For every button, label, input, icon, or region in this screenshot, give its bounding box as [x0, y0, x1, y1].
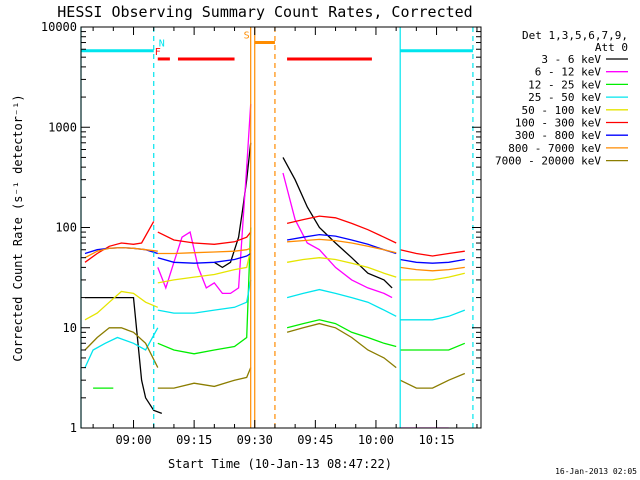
series-5-segment-1	[157, 231, 252, 245]
series-4-segment-3	[400, 272, 465, 281]
x-tick-label: 09:00	[115, 433, 151, 447]
series-1-segment-0	[157, 104, 252, 295]
series-7-segment-2	[287, 238, 397, 254]
series-4-segment-1	[157, 249, 252, 284]
legend-entry-label: 300 - 800 keV	[515, 129, 601, 142]
series-4-segment-0	[84, 290, 159, 321]
legend-entry-label: 7000 - 20000 keV	[495, 155, 601, 168]
series-7-segment-1	[157, 247, 251, 255]
series-5-segment-3	[400, 249, 465, 257]
legend-header-line: Det 1,3,5,6,7,9,	[522, 29, 628, 42]
y-tick-label: 1	[70, 421, 77, 435]
legend-entry-label: 12 - 25 keV	[528, 78, 601, 91]
legend-entry-label: 3 - 6 keV	[541, 53, 601, 66]
x-tick-label: 10:15	[418, 433, 454, 447]
chart-title: HESSI Observing Summary Count Rates, Cor…	[57, 3, 472, 21]
series-5-segment-2	[286, 215, 397, 244]
series-2-segment-1	[157, 227, 252, 355]
legend-entry-label: 100 - 300 keV	[515, 117, 601, 130]
legend-entry-label: 25 - 50 keV	[528, 91, 601, 104]
series-8-segment-3	[399, 372, 466, 389]
series-3-segment-1	[157, 279, 252, 314]
x-axis-label: Start Time (10-Jan-13 08:47:22)	[168, 457, 392, 471]
series-0-segment-0	[85, 296, 163, 415]
x-tick-label: 09:45	[297, 433, 333, 447]
legend-header-line: Att 0	[595, 41, 628, 54]
series-3-segment-3	[400, 309, 466, 321]
series-7-segment-3	[400, 266, 465, 272]
x-tick-label: 10:00	[358, 433, 394, 447]
x-tick-label: 09:15	[176, 433, 212, 447]
series-1-segment-1	[282, 172, 393, 299]
legend-entry-label: 6 - 12 keV	[535, 66, 602, 79]
series-0-segment-2	[282, 157, 393, 289]
series-2-segment-2	[286, 319, 397, 348]
flag-F-label: F	[155, 47, 161, 58]
series-2-segment-3	[400, 342, 466, 351]
series-5-segment-0	[84, 221, 155, 263]
y-axis-label: Corrected Count Rate (s⁻¹ detector⁻¹)	[11, 94, 25, 361]
flag-N-label: N	[159, 39, 165, 50]
flags-layer: FN S	[81, 31, 473, 61]
series-6-segment-1	[157, 252, 252, 264]
y-tick-label: 10000	[41, 20, 77, 34]
y-tick-label: 100	[55, 221, 77, 235]
legend-entry-label: 50 - 100 keV	[522, 104, 602, 117]
series-8-segment-2	[286, 322, 397, 369]
series-6-segment-3	[400, 258, 465, 264]
x-tick-label: 09:30	[237, 433, 273, 447]
legend-entry-label: 800 - 7000 keV	[508, 142, 601, 155]
timestamp: 16-Jan-2013 02:05	[555, 467, 637, 476]
series-8-segment-1	[157, 367, 252, 389]
x-axis-ticks: 09:00 09:15 09:30 09:45 10:00 10:15	[92, 27, 478, 447]
series-4-segment-2	[286, 257, 397, 278]
y-tick-label: 1000	[48, 120, 77, 134]
y-tick-label: 10	[63, 321, 77, 335]
series-layer	[84, 104, 466, 428]
series-3-segment-0	[84, 327, 159, 368]
series-6-segment-2	[286, 233, 397, 255]
series-0-segment-1	[213, 142, 252, 269]
series-8-segment-0	[84, 327, 159, 368]
y-axis-ticks: 1 10 100 1000 10000	[41, 20, 481, 435]
flag-S-label: S	[244, 31, 250, 42]
series-3-segment-2	[286, 288, 397, 317]
series-7-segment-0	[84, 246, 158, 259]
